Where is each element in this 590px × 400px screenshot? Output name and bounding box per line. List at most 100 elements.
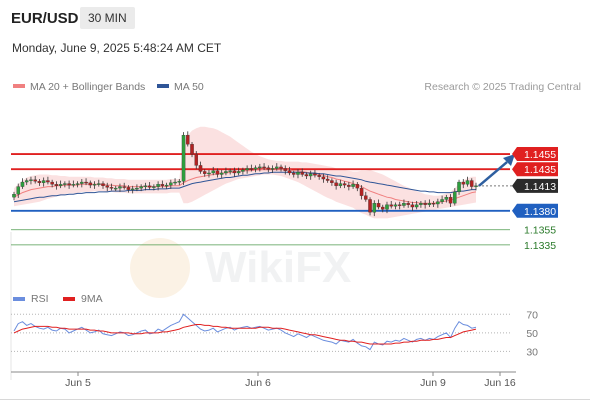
candle-body [113,187,118,190]
candle-body [24,180,29,183]
candle-body [169,182,173,186]
candle-body [75,183,80,185]
candle-body [325,178,330,181]
candle-body [402,203,406,206]
candle-body [253,167,258,170]
candle-body [440,199,444,202]
timeframe-badge[interactable]: 30 MIN [80,7,135,29]
candle-body [300,172,304,175]
rsi-ma9-line [13,324,477,345]
candle-body [71,184,76,186]
projection-arrow-line [478,161,508,187]
candle-body [33,179,37,182]
candle-body [130,188,135,191]
price-label-1-1355: 1.1355 [524,225,556,237]
candle-body [224,171,228,174]
price-label-box [512,203,558,218]
candle-body [338,183,343,186]
candle-body [88,182,93,186]
candle-body [474,185,478,187]
candle-body [122,186,126,188]
candle-body [258,166,262,169]
candle-body [470,180,474,187]
legend-swatch-ma20 [13,84,25,88]
header-bar: EUR/USD 30 MIN [0,0,590,36]
rsi-level-label-50: 50 [526,328,538,340]
candle-body [92,184,97,186]
candle-body [12,194,16,198]
rsi-level-label-70: 70 [526,309,538,321]
x-tick-label-jun-9: Jun 9 [420,377,446,389]
candle-body [453,191,457,204]
projection-arrow-head [503,154,515,167]
rsi-level-label-30: 30 [526,346,538,358]
candle-body [283,168,288,171]
candle-body [20,181,25,187]
chart-datetime: Monday, June 9, 2025 5:48:24 AM CET [12,41,222,55]
candle-body [355,184,360,189]
candle-body [177,181,182,183]
candle-body [351,184,355,187]
candle-body [376,203,381,208]
candle-body [152,186,156,188]
candle-body [63,183,67,185]
candle-body [321,176,326,180]
x-tick-label-jun-16: Jun 16 [484,377,516,389]
candle-body [80,181,84,184]
candle-body [406,203,410,205]
candle-body [50,181,54,185]
ma50-line [13,171,476,203]
candle-body [461,181,466,185]
candle-body [444,197,449,200]
candle-body [334,182,338,186]
candlesticks-group [12,131,478,217]
candle-body [266,167,271,170]
credit-text: Research © 2025 Trading Central [424,81,581,93]
legend-swatch-ma50 [157,84,169,88]
candle-body [156,184,160,187]
wikifx-watermark: WikiFX [130,238,351,298]
candle-body [342,183,347,186]
candle-body [135,187,139,190]
price-label-1-1380: 1.1380 [524,206,556,218]
candle-body [147,185,152,188]
legend-swatch-9ma [63,297,75,301]
candle-body [423,203,427,205]
candle-body [228,170,232,172]
candle-body [97,183,101,185]
candle-body [241,169,245,172]
candle-body [275,166,279,169]
legend-label-rsi: RSI [31,293,49,305]
candle-body [186,134,190,145]
candle-body [29,179,33,181]
candle-body [457,181,461,193]
legend-swatch-rsi [13,297,25,301]
price-label-1-1335: 1.1335 [524,240,556,252]
candle-body [54,184,59,186]
candle-body [67,183,71,186]
candle-body [304,174,309,177]
candle-body [58,184,63,186]
candle-body [84,181,88,184]
candle-body [219,172,224,175]
candle-body [359,187,364,196]
candle-body [372,203,377,213]
price-label-box [512,147,558,162]
candle-body [101,183,105,186]
candle-body [308,173,313,177]
candle-body [397,204,402,206]
candle-body [368,199,372,213]
candle-body [431,203,436,205]
legend-label-ma20: MA 20 + Bollinger Bands [30,81,145,93]
candle-body [330,180,334,183]
candle-body [215,170,220,175]
candle-body [194,153,199,166]
candle-body [291,172,296,175]
candle-body [105,185,109,188]
candle-body [118,186,122,189]
candle-body [381,206,385,210]
candle-body [448,197,453,204]
x-tick-label-jun-6: Jun 6 [245,377,271,389]
legend-label-9ma: 9MA [81,293,103,305]
candle-body [419,203,423,205]
